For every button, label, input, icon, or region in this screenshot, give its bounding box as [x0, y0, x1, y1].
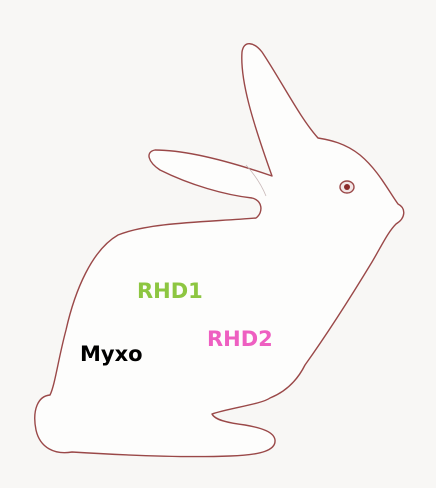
- label-rhd1: RHD1: [137, 279, 203, 303]
- page: RHD1 RHD2 Myxo (() => { const data = JSO…: [0, 0, 436, 488]
- pupil: [344, 184, 350, 190]
- label-myxo: Myxo: [80, 342, 143, 366]
- label-rhd2: RHD2: [207, 327, 273, 351]
- rabbit-diagram: RHD1 RHD2 Myxo: [0, 0, 436, 488]
